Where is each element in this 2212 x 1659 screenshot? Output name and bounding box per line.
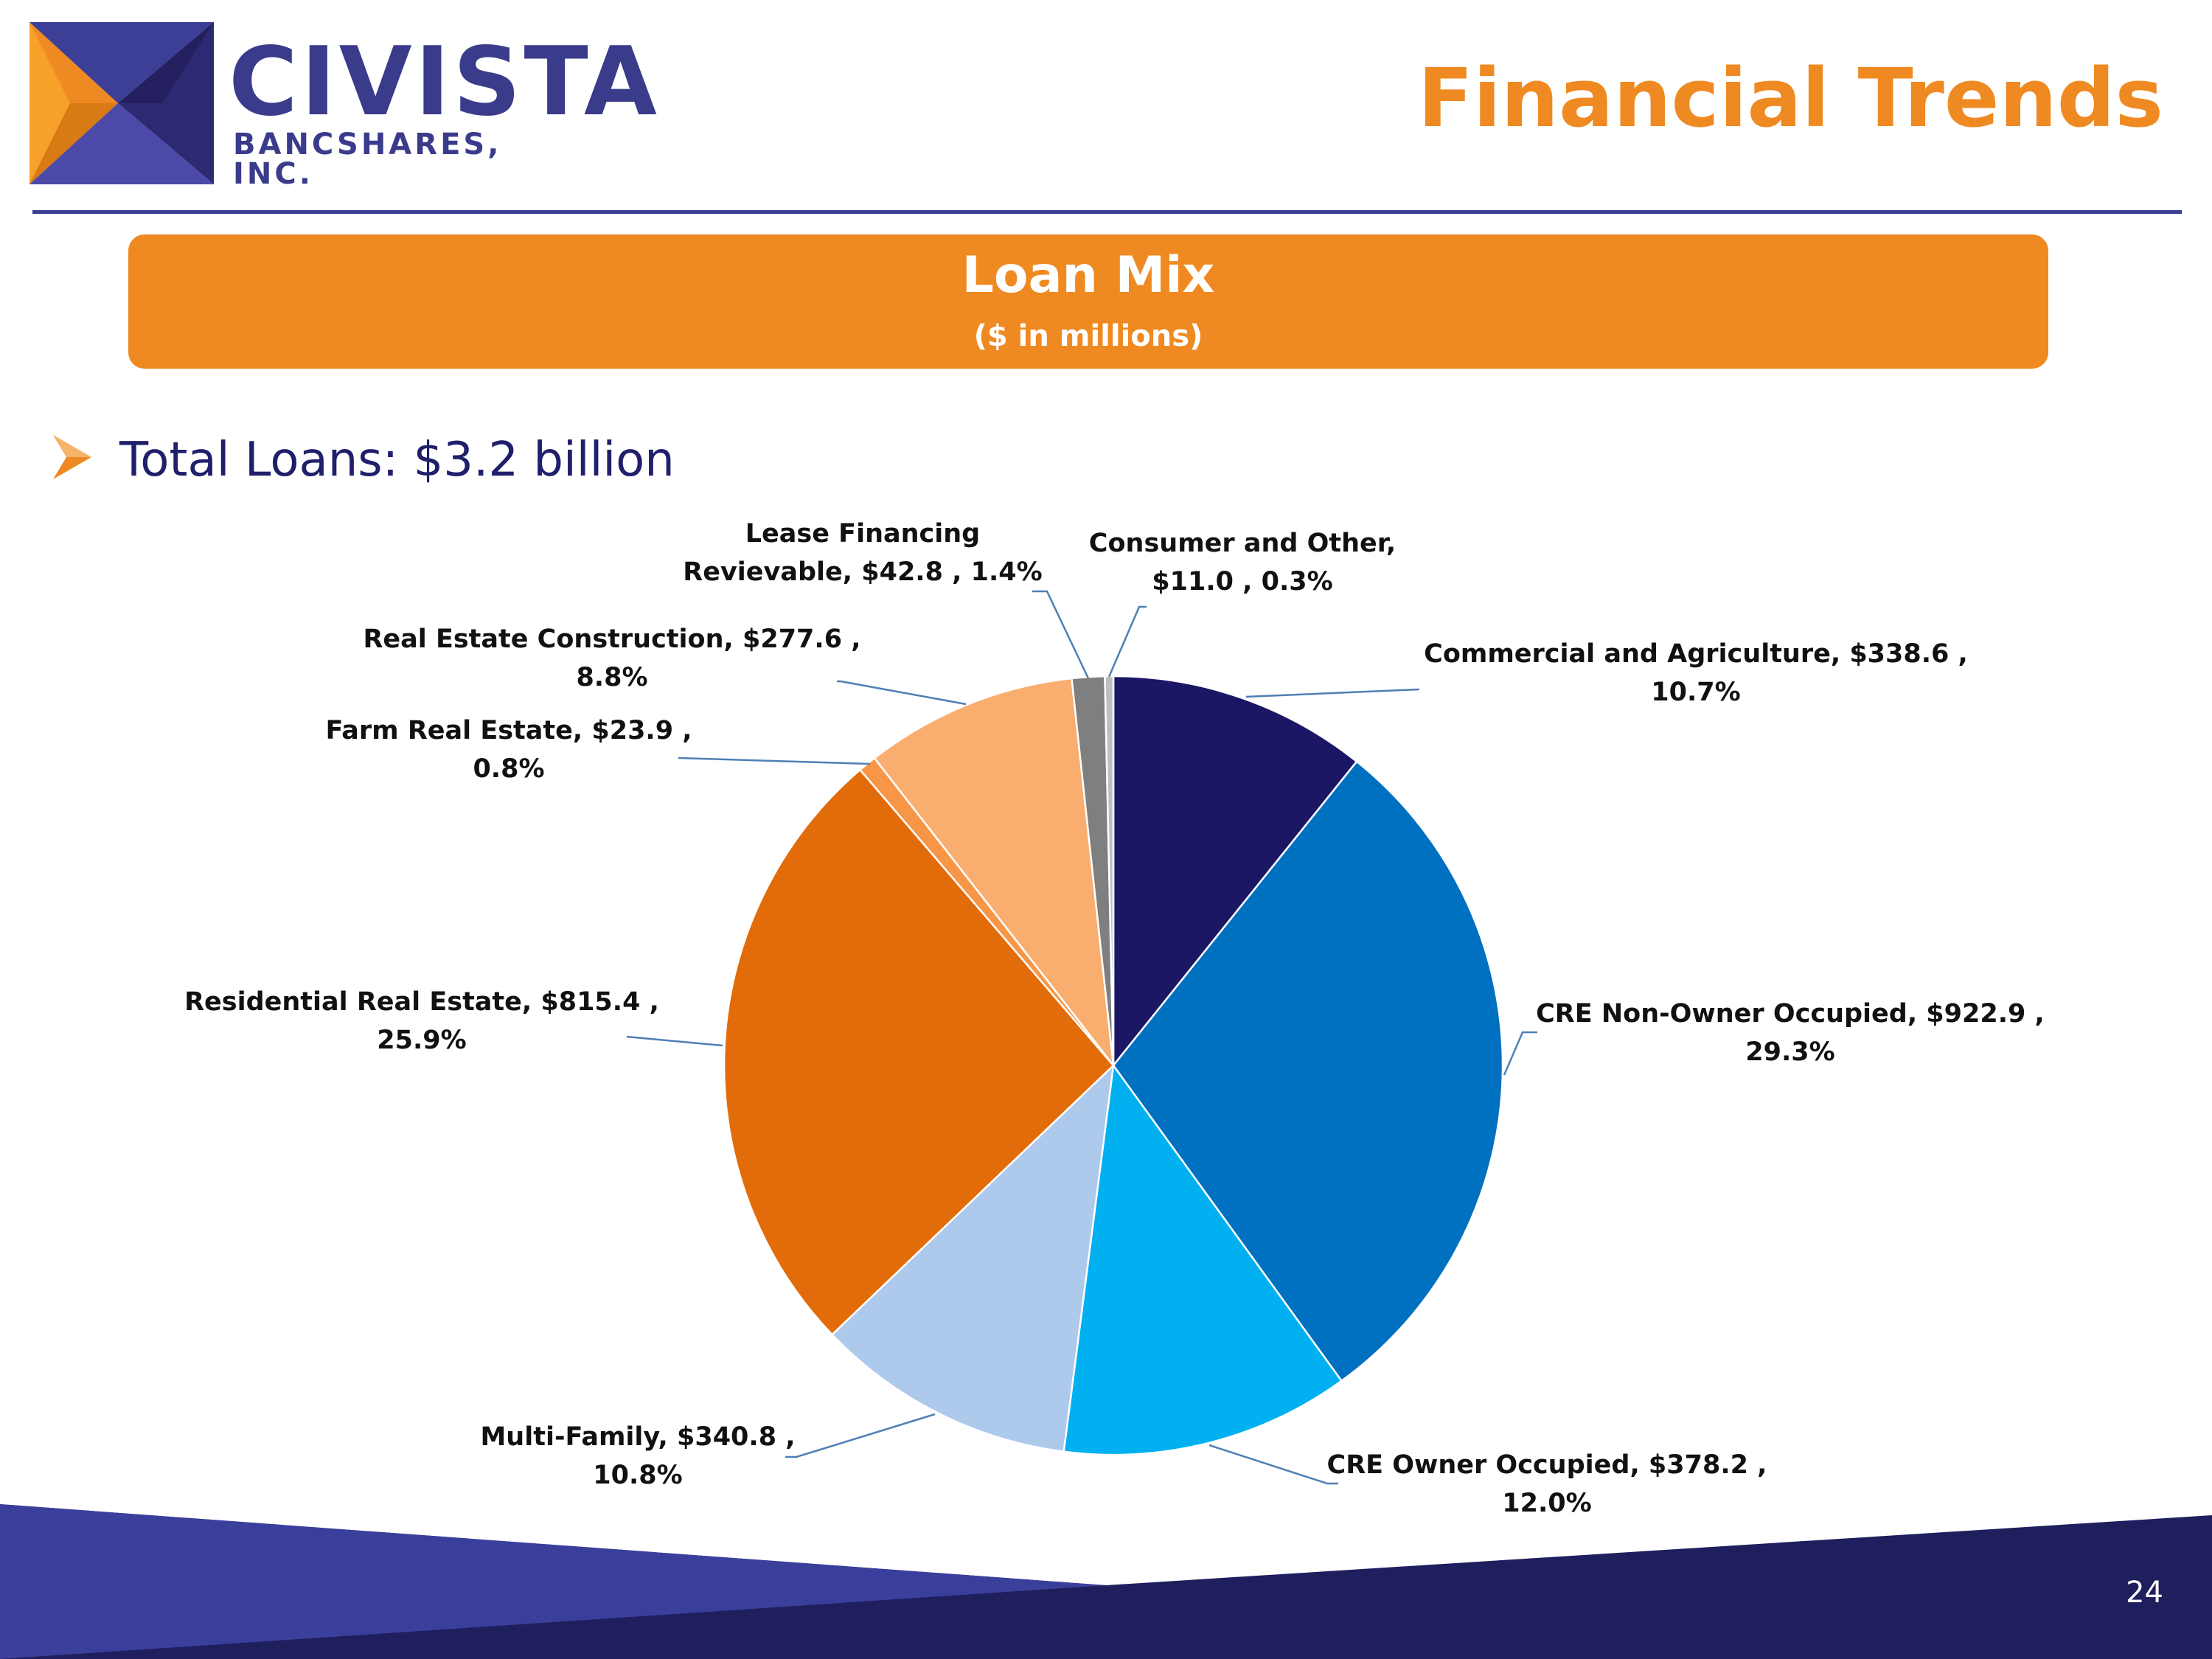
total-loans-text: Total Loans: $3.2 billion bbox=[119, 433, 675, 487]
page-number: 24 bbox=[2126, 1576, 2163, 1610]
leader-line bbox=[678, 757, 871, 765]
leader-line bbox=[1208, 1444, 1338, 1485]
header-divider bbox=[32, 210, 2182, 214]
leader-line bbox=[837, 680, 967, 706]
leader-line bbox=[1503, 1031, 1537, 1076]
data-label: Lease Financing Revievable, $42.8 , 1.4% bbox=[683, 519, 1042, 587]
logo-subtitle: BANCSHARES, INC. bbox=[233, 128, 502, 191]
data-label: Commercial and Agriculture, $338.6 , 10.7… bbox=[1424, 639, 1968, 707]
footer-band bbox=[0, 1504, 2212, 1659]
page-title: Financial Trends bbox=[1417, 51, 2163, 145]
data-label: CRE Non-Owner Occupied, $922.9 , 29.3% bbox=[1536, 999, 2045, 1067]
data-label: Farm Real Estate, $23.9 , 0.8% bbox=[325, 716, 692, 784]
pie-slice-commercial-and-agriculture bbox=[1112, 675, 1358, 1068]
section-banner: Loan Mix ($ in millions) bbox=[128, 234, 2048, 369]
logo-wordmark: CIVISTA bbox=[229, 27, 660, 137]
leader-line bbox=[626, 1035, 723, 1047]
leader-line bbox=[1245, 688, 1420, 698]
leader-line bbox=[785, 1413, 936, 1458]
leader-line bbox=[1032, 590, 1090, 679]
logo-star-icon bbox=[29, 22, 214, 184]
banner-title: Loan Mix bbox=[961, 246, 1215, 305]
banner-subtitle: ($ in millions) bbox=[973, 319, 1203, 353]
pie-slice-multi-family bbox=[830, 1062, 1115, 1453]
pie-slice-real-estate-construction bbox=[873, 677, 1115, 1069]
pie-slice-cre-non-owner-occupied bbox=[1112, 760, 1504, 1382]
arrow-bullet-icon bbox=[53, 435, 91, 479]
data-label: Real Estate Construction, $277.6 , 8.8% bbox=[363, 625, 860, 692]
data-label: Multi-Family, $340.8 , 10.8% bbox=[480, 1422, 795, 1490]
data-label: CRE Owner Occupied, $378.2 , 12.0% bbox=[1327, 1450, 1767, 1518]
pie-slice-residential-real-estate bbox=[723, 768, 1115, 1336]
leader-line bbox=[1107, 605, 1147, 678]
pie-slice-cre-owner-occupied bbox=[1062, 1062, 1343, 1456]
company-logo: CIVISTA BANCSHARES, INC. bbox=[29, 22, 657, 192]
data-label: Consumer and Other, $11.0 , 0.3% bbox=[1089, 529, 1396, 597]
data-label: Residential Real Estate, $815.4 , 25.9% bbox=[184, 987, 659, 1055]
